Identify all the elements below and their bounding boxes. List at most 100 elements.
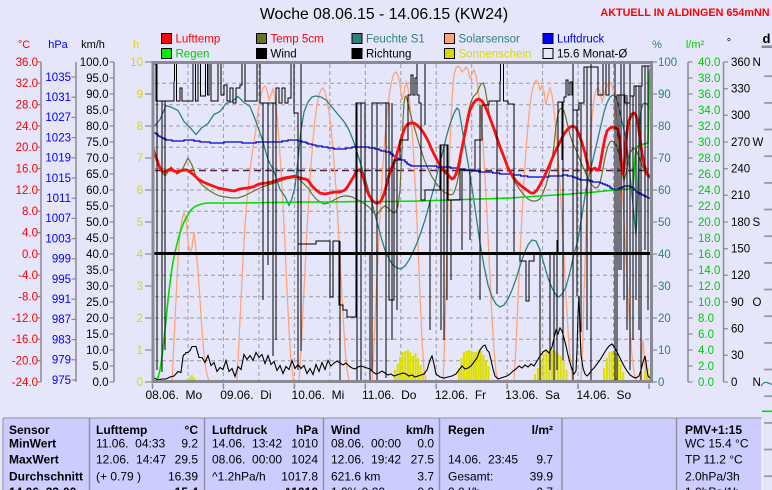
svg-text:8.0: 8.0 [698,313,714,325]
svg-text:-12.0: -12.0 [12,313,38,325]
svg-text:-4.0: -4.0 [18,270,38,282]
svg-text:0.0 l/h: 0.0 l/h [448,485,481,490]
svg-text:Feuchte S1: Feuchte S1 [366,34,425,46]
svg-text:1: 1 [137,345,143,357]
svg-text:36.0: 36.0 [16,57,38,69]
svg-text:km/h: km/h [406,423,434,437]
svg-text:Luftdruck: Luftdruck [212,423,268,437]
svg-text:12.06. 19:42: 12.06. 19:42 [331,453,401,467]
svg-text:Sonnenschein: Sonnenschein [459,49,532,61]
svg-text:1015: 1015 [45,173,71,185]
svg-text:Lufttemp: Lufttemp [96,423,147,437]
svg-text:0.0: 0.0 [417,437,434,451]
svg-text:100.0: 100.0 [80,57,109,69]
svg-text:14.06. 13:42: 14.06. 13:42 [212,437,282,451]
svg-text:PMV+1:15: PMV+1:15 [685,423,742,437]
svg-text:12.0: 12.0 [698,281,720,293]
svg-text:50: 50 [658,217,671,229]
svg-text:991: 991 [52,294,71,306]
svg-text:38.0: 38.0 [698,73,720,85]
svg-text:7: 7 [137,153,143,165]
svg-text:14.06. 23:45: 14.06. 23:45 [448,453,518,467]
svg-text:621.6 km: 621.6 km [331,470,380,484]
svg-text:10.0: 10.0 [698,297,720,309]
svg-text:85.0: 85.0 [86,105,108,117]
svg-text:10: 10 [658,345,671,357]
svg-text:1010: 1010 [291,437,318,451]
svg-text:6.0: 6.0 [698,329,714,341]
svg-text:08.06. Mo: 08.06. Mo [145,388,202,402]
svg-text:30: 30 [658,281,671,293]
svg-text:°C: °C [185,423,199,437]
svg-text:1027: 1027 [45,112,71,124]
svg-text:2: 2 [137,313,143,325]
svg-text:%: % [652,39,662,51]
svg-text:AKTUELL IN ALDINGEN 654mNN: AKTUELL IN ALDINGEN 654mNN [600,7,769,19]
svg-text:70: 70 [658,153,671,165]
svg-text:Gesamt:: Gesamt: [448,470,493,484]
svg-text:0.0: 0.0 [93,377,109,389]
svg-text:°: ° [727,37,731,49]
svg-text:10.06. Mi: 10.06. Mi [292,388,345,402]
svg-text:15.4: 15.4 [175,485,199,490]
svg-text:W: W [753,137,764,149]
svg-text:08.06. 00:00: 08.06. 00:00 [212,453,282,467]
svg-text:1024: 1024 [291,453,318,467]
svg-text:1003: 1003 [45,233,71,245]
svg-text:Luftdruck: Luftdruck [557,34,605,46]
svg-text:80.0: 80.0 [86,121,108,133]
svg-text:km/h: km/h [81,39,105,51]
svg-text:1023: 1023 [45,132,71,144]
svg-text:180: 180 [731,217,750,229]
svg-text:40.0: 40.0 [86,249,108,261]
svg-text:5.0: 5.0 [93,361,109,373]
svg-text:240: 240 [731,164,750,176]
svg-text:08.06. 00:00: 08.06. 00:00 [331,437,401,451]
svg-text:10.0: 10.0 [86,345,108,357]
svg-text:2.0hPa/3h: 2.0hPa/3h [685,470,740,484]
svg-text:°C: °C [18,39,30,51]
svg-text:15.0: 15.0 [86,329,108,341]
svg-text:2.0: 2.0 [698,361,714,373]
svg-text:10: 10 [130,57,143,69]
svg-text:hPa: hPa [296,423,318,437]
svg-text:20: 20 [658,313,671,325]
svg-text:999: 999 [52,254,71,266]
svg-text:20.0: 20.0 [698,217,720,229]
svg-text:hPa: hPa [48,39,68,51]
svg-text:30.0: 30.0 [86,281,108,293]
svg-text:09.06. Di: 09.06. Di [220,388,271,402]
svg-text:3.7: 3.7 [417,470,434,484]
svg-text:N: N [753,57,761,69]
svg-text:60: 60 [658,185,671,197]
svg-text:29.5: 29.5 [175,453,199,467]
svg-text:1007: 1007 [45,213,71,225]
svg-text:16.0: 16.0 [16,164,38,176]
svg-text:0: 0 [658,377,664,389]
svg-text:983: 983 [52,334,71,346]
svg-text:40: 40 [658,249,671,261]
svg-text:16.39: 16.39 [168,470,198,484]
svg-text:330: 330 [731,84,750,96]
svg-text:65.0: 65.0 [86,169,108,181]
svg-text:100: 100 [658,57,677,69]
svg-text:11.06. Do: 11.06. Do [362,388,417,402]
svg-text:0: 0 [731,377,737,389]
svg-text:1035: 1035 [45,72,71,84]
svg-text:60.0: 60.0 [86,185,108,197]
svg-text:50.0: 50.0 [86,217,108,229]
svg-text:1.0hPa/1h: 1.0hPa/1h [685,485,740,490]
svg-text:35.0: 35.0 [86,265,108,277]
svg-text:55.0: 55.0 [86,201,108,213]
svg-text:8.0: 8.0 [22,206,38,218]
svg-text:20.0: 20.0 [86,313,108,325]
svg-text:75.0: 75.0 [86,137,108,149]
svg-text:90: 90 [731,297,744,309]
svg-text:30: 30 [731,350,744,362]
svg-text:24.0: 24.0 [16,121,38,133]
svg-text:20.0: 20.0 [16,142,38,154]
svg-text:TP 11.2 °C: TP 11.2 °C [685,453,743,467]
svg-text:0.0: 0.0 [417,485,434,490]
svg-text:1.0% 0.00: 1.0% 0.00 [331,485,385,490]
svg-text:36.0: 36.0 [698,89,720,101]
